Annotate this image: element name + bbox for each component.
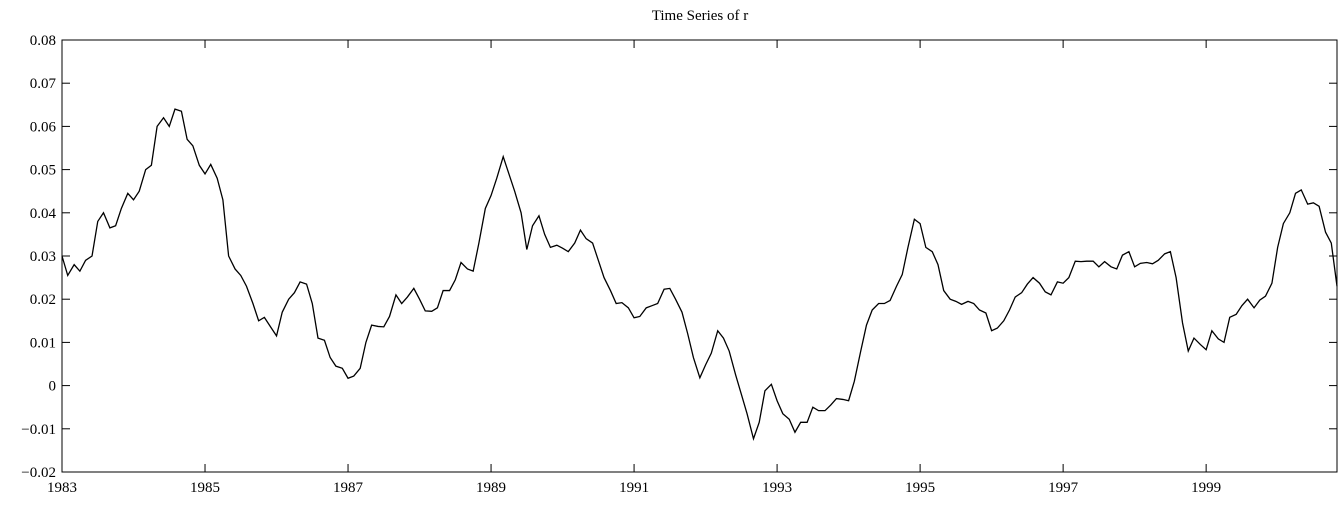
y-tick-label: 0.04 [30,206,57,222]
y-tick-label: −0.02 [21,465,56,481]
x-tick-label: 1997 [1048,480,1079,496]
y-tick-label: 0.05 [30,163,56,179]
x-tick-label: 1995 [905,480,935,496]
x-tick-label: 1987 [333,480,364,496]
series-line [61,108,1338,441]
x-tick-label: 1985 [190,480,220,496]
y-tick-label: 0.02 [30,292,56,308]
chart-title: Time Series of r [652,8,749,24]
y-tick-label: −0.01 [21,422,56,438]
x-tick-label: 1983 [47,480,77,496]
y-tick-label: 0.01 [30,335,56,351]
y-tick-label: 0 [49,379,57,395]
x-tick-label: 1993 [762,480,792,496]
x-tick-label: 1989 [476,480,506,496]
x-tick-label: 1999 [1191,480,1221,496]
y-tick-label: 0.06 [30,119,57,135]
y-tick-label: 0.03 [30,249,56,265]
plot-frame [61,39,1338,473]
x-tick-label: 1991 [619,480,649,496]
y-tick-label: 0.08 [30,33,56,49]
y-tick-label: 0.07 [30,76,57,92]
